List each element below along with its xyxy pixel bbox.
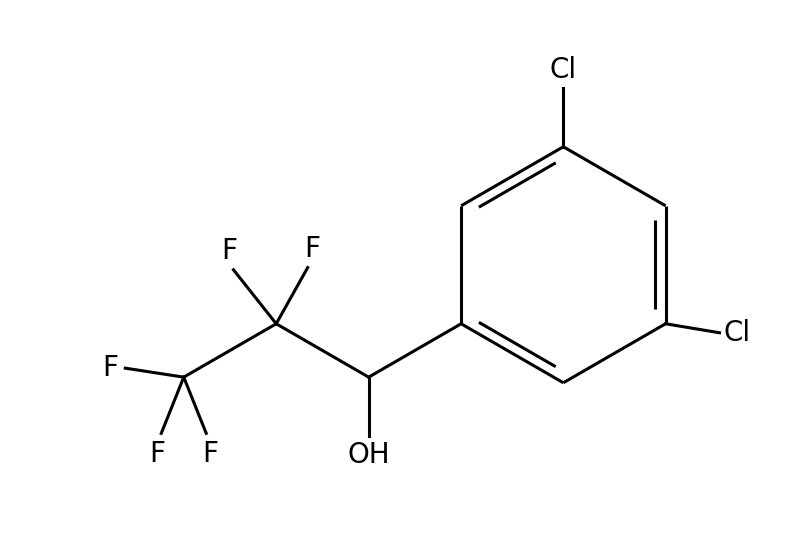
Text: F: F <box>221 237 237 266</box>
Text: F: F <box>203 440 218 468</box>
Text: Cl: Cl <box>723 319 750 347</box>
Text: F: F <box>148 440 165 468</box>
Text: F: F <box>102 354 118 382</box>
Text: F: F <box>304 235 320 263</box>
Text: Cl: Cl <box>549 56 576 84</box>
Text: OH: OH <box>347 441 389 469</box>
